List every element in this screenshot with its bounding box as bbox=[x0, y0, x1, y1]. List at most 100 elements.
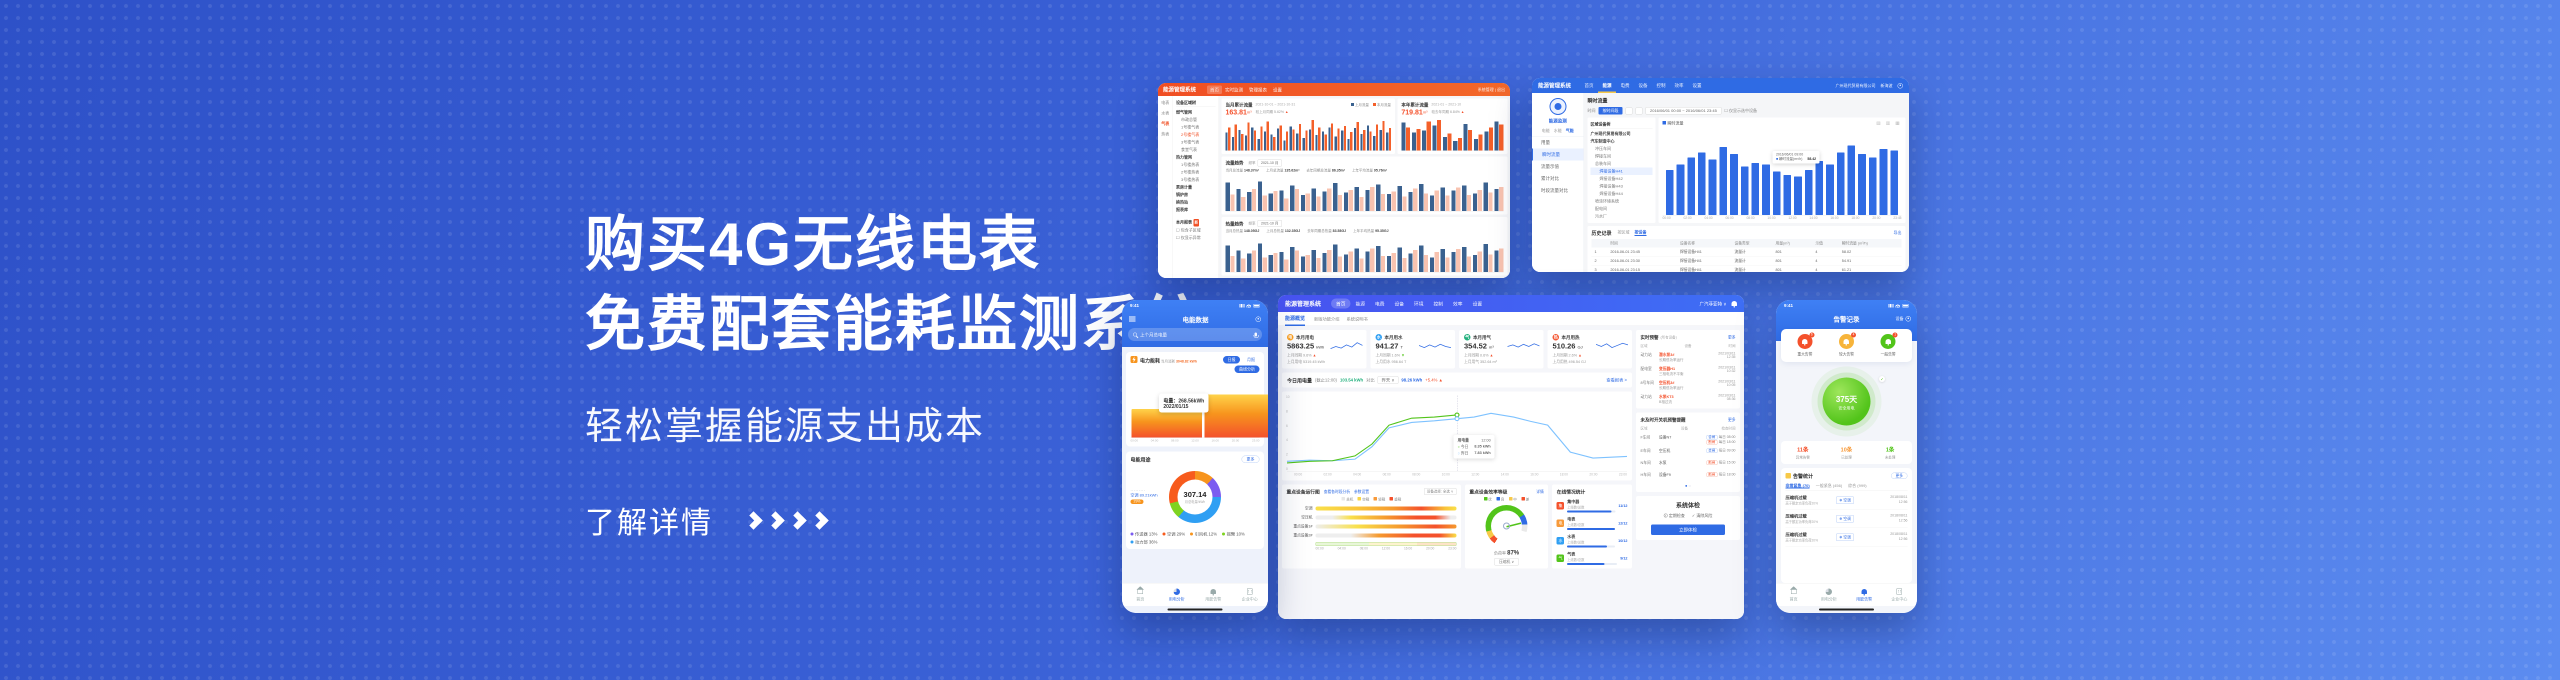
alarm-tab[interactable]: 一般紧急 (456) bbox=[1815, 483, 1843, 489]
panel-link[interactable]: 查看各时段分析 bbox=[1323, 489, 1351, 494]
tree-item[interactable]: 3号楼气表 bbox=[1181, 140, 1200, 145]
alarm-level-item[interactable]: 4 较大告警 bbox=[1838, 332, 1856, 357]
tree-item[interactable]: 喷涂环境系统 bbox=[1595, 199, 1619, 204]
switch-alert-row[interactable]: E车间 空压机 合闸 每日 09:00 bbox=[1640, 448, 1736, 453]
tree-item[interactable]: 报表库 bbox=[1176, 207, 1188, 213]
tab-item[interactable]: 用能告警 bbox=[1847, 588, 1882, 602]
nav-item[interactable]: 效率 bbox=[1453, 301, 1463, 308]
nav-item[interactable]: 控制 bbox=[1656, 83, 1666, 88]
sidebar-menu-item[interactable]: 用量 bbox=[1541, 140, 1551, 145]
gear-icon[interactable] bbox=[1897, 82, 1903, 89]
view-report-link[interactable]: 查看报表 > bbox=[1606, 377, 1627, 383]
date-range-picker[interactable]: 2016/06/01 00:00 ~ 2016/06/01 23:45 bbox=[1645, 107, 1722, 115]
tree-item[interactable]: 1号楼热表 bbox=[1181, 162, 1200, 168]
tree-item[interactable]: 总装车间 bbox=[1595, 161, 1611, 167]
rail-item[interactable]: 热表 bbox=[1161, 132, 1170, 137]
monthly-report-tab[interactable]: 月报 bbox=[1247, 357, 1255, 363]
nav-item[interactable]: 实时监测 bbox=[1225, 87, 1244, 93]
tree-item[interactable]: 3号楼热表 bbox=[1181, 177, 1200, 183]
alarm-row[interactable]: 压缩机过载 高于额定功率负荷20% ❄ 空调 2018/08/11 12:56 bbox=[1785, 528, 1908, 547]
alarm-row[interactable]: 压缩机过载 高于额定功率负荷20% ❄ 空调 2018/08/11 12:56 bbox=[1785, 510, 1908, 528]
nav-item[interactable]: 设备 bbox=[1638, 83, 1648, 88]
nav-item[interactable]: 首页 bbox=[1584, 83, 1594, 88]
bell-icon[interactable] bbox=[1731, 301, 1737, 308]
tree-item[interactable]: 锅炉房 bbox=[1176, 192, 1188, 198]
report-shortcut[interactable]: 本月报表新 bbox=[1176, 219, 1199, 227]
sidebar-menu-item[interactable]: 时段流量对比 bbox=[1541, 188, 1569, 193]
sidebar-menu-item[interactable]: 流量示值 bbox=[1541, 164, 1560, 169]
alert-row[interactable]: 配电室 变压器H1 三相电流不平衡 2021/03/11 10:32 bbox=[1640, 366, 1736, 376]
search-bar[interactable]: 上个月总电量 bbox=[1128, 328, 1262, 341]
rail-item[interactable]: 电表 bbox=[1161, 100, 1170, 106]
alert-row[interactable]: 动力站 潜水泵3# 长期低功率运行 2021/03/11 12:35 bbox=[1640, 352, 1736, 362]
tab-item[interactable]: 企业中心 bbox=[1232, 588, 1269, 602]
tree-item[interactable]: 2号楼热表 bbox=[1181, 170, 1200, 175]
next-button[interactable] bbox=[1635, 107, 1643, 115]
curve-analysis-button[interactable]: 曲线分析 bbox=[1234, 365, 1260, 373]
tree-item[interactable]: 1号楼气表 bbox=[1181, 125, 1200, 130]
tree-item[interactable]: 燃气管网 bbox=[1176, 110, 1192, 115]
switch-alert-row[interactable]: H车间 设备F9 断闸 每日 18:00 bbox=[1640, 472, 1736, 477]
tree-item[interactable]: 泵房计量 bbox=[1176, 185, 1192, 190]
table-row[interactable]: 1 2016-06-01 23:45 焊接设备H41 流量计 801 4 58.02 bbox=[1591, 247, 1902, 257]
tree-item[interactable]: 换热站 bbox=[1176, 200, 1188, 205]
alert-row[interactable]: 动力站 水泵KT3 B相过流 2021/03/11 08:36 bbox=[1640, 394, 1736, 404]
tree-item[interactable]: 焊接设备H44 bbox=[1599, 191, 1623, 197]
sidebar-menu-item[interactable]: 瞬时流量 bbox=[1532, 148, 1584, 161]
energy-type-tab[interactable]: 电能 bbox=[1541, 128, 1550, 134]
tab-item[interactable]: 用电分析 bbox=[1811, 588, 1846, 602]
time-range-button[interactable]: 按时间段 bbox=[1598, 107, 1623, 115]
learn-more-button[interactable]: 了解详情 bbox=[585, 498, 1205, 542]
export-link[interactable]: 导出 bbox=[1893, 230, 1902, 236]
alarm-tab[interactable]: 综合 (999) bbox=[1848, 483, 1867, 489]
tree-item[interactable]: 食堂气表 bbox=[1181, 147, 1197, 153]
gear-icon[interactable] bbox=[1255, 316, 1261, 322]
detail-link[interactable]: 详情 bbox=[1536, 489, 1544, 494]
start-checkup-button[interactable]: 立即体检 bbox=[1650, 524, 1726, 535]
alarm-level-item[interactable]: 1 一般告警 bbox=[1880, 332, 1898, 357]
alarm-row[interactable]: 压缩机过载 高于额定功率负荷20% ❄ 空调 2018/08/11 12:56 bbox=[1785, 491, 1908, 510]
subnav-link[interactable]: 系统说明书 bbox=[1346, 316, 1368, 322]
daily-report-tab[interactable]: 日报 bbox=[1223, 356, 1240, 364]
mic-icon[interactable] bbox=[1253, 332, 1259, 338]
tree-item[interactable]: 区域设备树 bbox=[1590, 121, 1653, 129]
energy-type-tab[interactable]: 水能 bbox=[1553, 128, 1562, 134]
more-button[interactable]: 更多 bbox=[1891, 472, 1908, 479]
alarm-level-item[interactable]: 6 重大告警 bbox=[1797, 332, 1815, 357]
company-name[interactable]: 广州现代贸易有限公司 bbox=[1835, 83, 1876, 88]
tree-item[interactable]: 广州现代贸易有限公司 bbox=[1590, 131, 1631, 137]
panel-link[interactable]: 参数设置 bbox=[1354, 489, 1370, 494]
tab-item[interactable]: 用能告警 bbox=[1195, 588, 1232, 602]
dash-a-user-menu[interactable]: 系统管理 | 退出 bbox=[1477, 87, 1505, 92]
prev-button[interactable] bbox=[1625, 107, 1633, 115]
alarm-tab[interactable]: 非常紧急 (70) bbox=[1785, 483, 1810, 489]
tab-energy-overview[interactable]: 能源概览 bbox=[1285, 312, 1305, 326]
checkbox-selected-devices[interactable]: ☐ 仅显示选中设备 bbox=[1724, 108, 1758, 114]
device-select[interactable]: 压缩机 ∨ bbox=[1494, 558, 1520, 566]
nav-item[interactable]: 设备 bbox=[1394, 301, 1405, 308]
switch-alert-row[interactable]: F车间 设备N7 合闸 每日 08:00 断闸 每日 18:00 bbox=[1640, 435, 1736, 445]
rail-item[interactable]: 气表 bbox=[1161, 121, 1170, 127]
nav-item[interactable]: 控制 bbox=[1433, 301, 1444, 308]
tree-item[interactable]: 配电间 bbox=[1595, 206, 1607, 212]
company-switcher[interactable]: 广汽菲亚特 ∨ bbox=[1699, 301, 1727, 307]
alert-row[interactable]: 8号车间 空压机3# 长期低功率运行 2021/03/11 10:05 bbox=[1640, 380, 1736, 390]
checkbox-include-subarea[interactable]: ☐ 包含子区域 bbox=[1176, 228, 1201, 233]
tab-item[interactable]: 用电分析 bbox=[1159, 588, 1196, 602]
tab-item[interactable]: 首页 bbox=[1776, 588, 1811, 602]
compare-select[interactable]: 昨天 ∨ bbox=[1377, 376, 1399, 384]
tree-item[interactable]: 市政总管 bbox=[1181, 117, 1197, 123]
device-filter[interactable]: 设备 bbox=[1896, 315, 1911, 322]
tree-item[interactable]: 焊接设备H41 bbox=[1590, 167, 1653, 175]
frequency-select[interactable]: 2021-10 月 bbox=[1257, 159, 1282, 167]
sidebar-menu-item[interactable]: 累计对比 bbox=[1541, 176, 1560, 181]
tree-item[interactable]: 设备区域树 bbox=[1176, 99, 1216, 107]
nav-item[interactable]: 效率 bbox=[1674, 83, 1684, 88]
checkbox-only-abnormal[interactable]: ☐ 仅显示异常 bbox=[1176, 235, 1201, 241]
tree-item[interactable]: 冲压车间 bbox=[1595, 146, 1611, 152]
runmap-zoom-strip[interactable] bbox=[1315, 542, 1457, 546]
tree-item[interactable]: 热力管网 bbox=[1176, 155, 1192, 160]
nav-item[interactable]: 设置 bbox=[1273, 87, 1283, 93]
nav-item[interactable]: 能源 bbox=[1355, 301, 1366, 308]
nav-item[interactable]: 电费 bbox=[1375, 301, 1385, 308]
